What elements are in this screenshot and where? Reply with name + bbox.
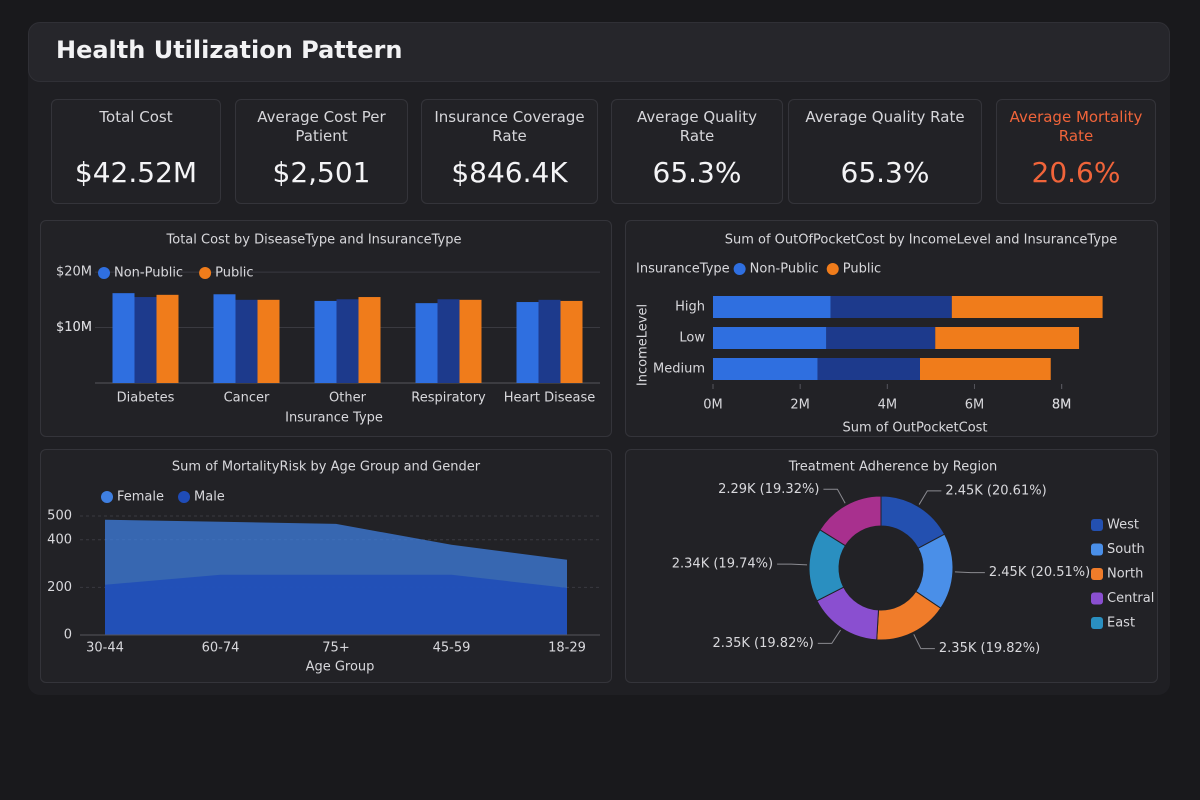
kpi-card: Average Mortality Rate 20.6%: [996, 99, 1156, 204]
kpi-label: Total Cost: [99, 108, 173, 126]
chart-panel: [40, 449, 612, 683]
kpi-card: Average Cost Per Patient $2,501: [235, 99, 408, 204]
kpi-value: $42.52M: [74, 156, 198, 189]
kpi-label: Average Cost Per Patient: [257, 108, 386, 145]
dashboard-title: Health Utilization Pattern: [56, 36, 403, 64]
kpi-card: Average Quality Rate 65.3%: [611, 99, 783, 204]
chart-panel: [625, 220, 1158, 437]
kpi-label: Average Mortality Rate: [1009, 108, 1143, 145]
chart-panel: [625, 449, 1158, 683]
header-bar: [28, 22, 1170, 82]
kpi-label: Average Quality Rate: [637, 108, 757, 145]
kpi-label: Insurance Coverage Rate: [434, 108, 585, 145]
kpi-card: Insurance Coverage Rate $846.4K: [421, 99, 598, 204]
kpi-label: Average Quality Rate: [805, 108, 965, 126]
kpi-value: 65.3%: [840, 156, 930, 189]
kpi-card: Average Quality Rate 65.3%: [788, 99, 982, 204]
kpi-value: 20.6%: [1031, 156, 1121, 189]
kpi-card: Total Cost $42.52M: [51, 99, 221, 204]
chart-panel: [40, 220, 612, 437]
kpi-value: $846.4K: [451, 156, 568, 189]
kpi-value: $2,501: [272, 156, 371, 189]
kpi-value: 65.3%: [652, 156, 742, 189]
